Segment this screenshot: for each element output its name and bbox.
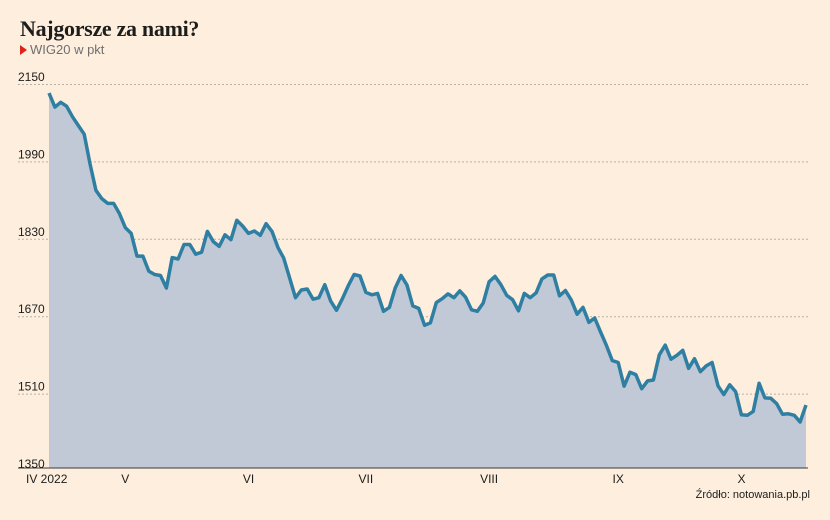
y-tick-label: 1990 [18, 147, 45, 161]
chart-title: Najgorsze za nami? [20, 16, 200, 41]
y-tick-label: 1350 [18, 457, 45, 471]
series-line [47, 92, 808, 424]
y-tick-label: 2150 [18, 70, 45, 84]
x-axis: IV 2022 V VI VII VIII IX X [26, 472, 745, 486]
x-tick-label: VI [243, 472, 254, 486]
y-tick-label: 1670 [18, 302, 45, 316]
red-triangle-icon [20, 44, 27, 55]
x-tick-label: IV 2022 [26, 472, 68, 486]
x-tick-label: VII [359, 472, 374, 486]
area-fill [49, 93, 806, 468]
x-tick-label: VIII [480, 472, 498, 486]
y-axis: 1350 1510 1670 1830 1990 2150 [18, 70, 45, 471]
x-tick-label: V [121, 472, 129, 486]
chart-subtitle: WIG20 w pkt [20, 42, 104, 57]
source-note: Źródło: notowania.pb.pl [695, 489, 810, 501]
subtitle-label: WIG20 w pkt [30, 42, 105, 57]
y-tick-label: 1510 [18, 380, 45, 394]
y-tick-label: 1830 [18, 225, 45, 239]
x-tick-label: IX [613, 472, 624, 486]
x-tick-label: X [737, 472, 745, 486]
